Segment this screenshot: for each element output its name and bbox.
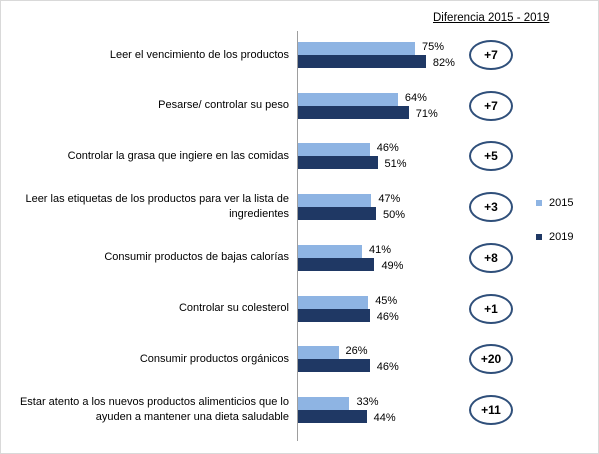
- bar-2019-2: [298, 105, 409, 119]
- value-label-2015-2: 64%: [404, 91, 427, 104]
- category-label-4: Leer las etiquetas de los productos para…: [25, 193, 289, 221]
- value-label-2019-3: 51%: [384, 158, 407, 171]
- legend-item-2015: 2015: [536, 197, 573, 209]
- legend-swatch-2015: [536, 200, 542, 206]
- value-label-2015-4: 47%: [378, 193, 401, 206]
- category-label-5: Consumir productos de bajas calorías: [104, 251, 289, 264]
- value-label-2019-6: 46%: [376, 310, 399, 323]
- category-label-7: Consumir productos orgánicos: [139, 352, 289, 365]
- bar-2015-2: [298, 92, 398, 106]
- bar-2015-6: [298, 295, 369, 309]
- difference-badge-5: +8: [469, 242, 513, 273]
- legend-item-2019: 2019: [536, 231, 573, 243]
- difference-badge-3: +5: [469, 141, 513, 172]
- bar-2019-7: [298, 359, 370, 373]
- bar-2015-1: [298, 42, 415, 55]
- bar-2015-5: [298, 244, 362, 258]
- category-label-1: Leer el vencimiento de los productos: [109, 48, 289, 61]
- value-label-2015-6: 45%: [375, 294, 398, 307]
- bar-2019-8: [298, 409, 367, 423]
- difference-badge-2: +7: [469, 90, 513, 121]
- value-label-2015-7: 26%: [345, 345, 368, 358]
- category-axis-line: [297, 31, 298, 441]
- difference-badge-4: +3: [469, 192, 513, 223]
- legend-label-2015: 2015: [549, 197, 574, 209]
- category-label-3: Controlar la grasa que ingiere en las co…: [67, 149, 289, 162]
- bar-2019-6: [298, 308, 370, 322]
- category-label-8: Estar atento a los nuevos productos alim…: [19, 395, 289, 423]
- value-label-2015-5: 41%: [368, 243, 391, 256]
- value-label-2019-2: 71%: [415, 107, 438, 120]
- bar-2015-7: [298, 346, 339, 360]
- value-label-2019-1: 82%: [432, 57, 455, 69]
- legend-label-2019: 2019: [549, 231, 574, 243]
- value-label-2019-7: 46%: [376, 361, 399, 374]
- value-label-2015-8: 33%: [356, 395, 379, 408]
- difference-badge-8: +11: [469, 394, 513, 425]
- bar-2019-5: [298, 257, 375, 271]
- bar-2015-3: [298, 143, 370, 157]
- category-label-2: Pesarse/ controlar su peso: [158, 99, 289, 112]
- difference-badge-7: +20: [469, 344, 513, 375]
- difference-header: Diferencia 2015 - 2019: [433, 12, 550, 24]
- value-label-2019-4: 50%: [383, 209, 406, 222]
- value-label-2015-1: 75%: [422, 41, 445, 53]
- value-label-2015-3: 46%: [376, 142, 399, 155]
- bar-2019-4: [298, 207, 376, 221]
- bar-2019-1: [298, 55, 426, 68]
- difference-badge-1: +7: [469, 40, 513, 70]
- value-label-2019-8: 44%: [373, 411, 396, 424]
- legend-swatch-2019: [536, 234, 542, 240]
- difference-badge-6: +1: [469, 293, 513, 324]
- bar-2019-3: [298, 156, 378, 170]
- bar-2015-4: [298, 194, 372, 208]
- value-label-2019-5: 49%: [381, 259, 404, 272]
- bar-2015-8: [298, 396, 350, 410]
- category-label-6: Controlar su colesterol: [178, 302, 289, 314]
